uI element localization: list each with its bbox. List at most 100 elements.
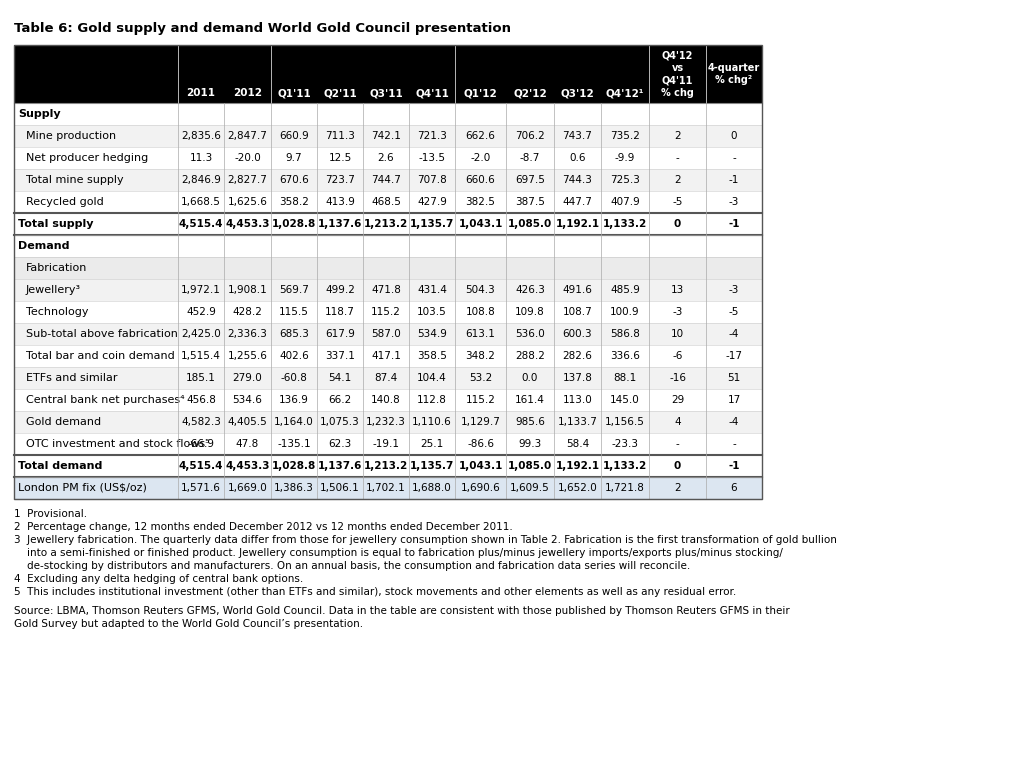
Text: 115.2: 115.2 (465, 395, 495, 405)
Text: 0: 0 (673, 461, 682, 471)
Text: 10: 10 (671, 329, 684, 339)
Text: 51: 51 (728, 373, 741, 383)
Text: Q4'12¹: Q4'12¹ (606, 88, 644, 98)
Text: 1,688.0: 1,688.0 (412, 483, 452, 493)
Text: 62.3: 62.3 (328, 439, 352, 449)
Text: 336.6: 336.6 (610, 351, 640, 361)
Text: 613.1: 613.1 (465, 329, 495, 339)
Text: 25.1: 25.1 (420, 439, 444, 449)
Bar (14, 191, 762, 213)
Text: -1: -1 (729, 175, 739, 185)
Text: OTC investment and stock flows⁵: OTC investment and stock flows⁵ (26, 439, 209, 449)
Text: 1,669.0: 1,669.0 (228, 483, 268, 493)
Text: 1,232.3: 1,232.3 (366, 417, 406, 427)
Text: 660.9: 660.9 (279, 131, 309, 141)
Text: 282.6: 282.6 (563, 351, 592, 361)
Bar (14, 125, 762, 147)
Text: Q3'11: Q3'11 (369, 88, 403, 98)
Text: 1,972.1: 1,972.1 (181, 285, 221, 295)
Text: 426.3: 426.3 (515, 285, 545, 295)
Text: Net producer hedging: Net producer hedging (26, 153, 149, 163)
Text: 744.7: 744.7 (371, 175, 401, 185)
Text: 1,156.5: 1,156.5 (605, 417, 645, 427)
Text: 1,721.8: 1,721.8 (605, 483, 645, 493)
Text: 136.9: 136.9 (279, 395, 309, 405)
Text: 1,075.3: 1,075.3 (320, 417, 360, 427)
Text: 9.7: 9.7 (286, 153, 302, 163)
Bar (14, 411, 762, 433)
Text: -1: -1 (728, 461, 740, 471)
Text: 0: 0 (673, 219, 682, 229)
Text: Central bank net purchases⁴: Central bank net purchases⁴ (26, 395, 184, 405)
Text: 1,213.2: 1,213.2 (364, 461, 408, 471)
Text: Total mine supply: Total mine supply (26, 175, 124, 185)
Text: 2,847.7: 2,847.7 (228, 131, 268, 141)
Text: 118.7: 118.7 (325, 307, 355, 317)
Text: 3  Jewellery fabrication. The quarterly data differ from those for jewellery con: 3 Jewellery fabrication. The quarterly d… (14, 535, 836, 545)
Text: -4: -4 (729, 329, 739, 339)
Bar (14, 103, 762, 125)
Text: 707.8: 707.8 (417, 175, 447, 185)
Text: 145.0: 145.0 (610, 395, 640, 405)
Text: 279.0: 279.0 (233, 373, 262, 383)
Text: 358.5: 358.5 (417, 351, 447, 361)
Text: 4  Excluding any delta hedging of central bank options.: 4 Excluding any delta hedging of central… (14, 574, 303, 584)
Text: Gold demand: Gold demand (26, 417, 101, 427)
Text: 1,110.6: 1,110.6 (412, 417, 452, 427)
Text: 4,582.3: 4,582.3 (181, 417, 221, 427)
Text: Source: LBMA, Thomson Reuters GFMS, World Gold Council. Data in the table are co: Source: LBMA, Thomson Reuters GFMS, Worl… (14, 606, 789, 616)
Text: 0.0: 0.0 (522, 373, 538, 383)
Text: Total supply: Total supply (18, 219, 93, 229)
Text: 108.7: 108.7 (563, 307, 592, 317)
Text: 2.6: 2.6 (377, 153, 395, 163)
Text: de-stocking by distributors and manufacturers. On an annual basis, the consumpti: de-stocking by distributors and manufact… (14, 561, 690, 571)
Text: 706.2: 706.2 (516, 131, 545, 141)
Text: 53.2: 53.2 (468, 373, 492, 383)
Text: 17: 17 (728, 395, 741, 405)
Text: 1,133.2: 1,133.2 (603, 461, 647, 471)
Text: -16: -16 (669, 373, 686, 383)
Text: 1,137.6: 1,137.6 (318, 461, 362, 471)
Text: Recycled gold: Recycled gold (26, 197, 104, 207)
Text: Jewellery³: Jewellery³ (26, 285, 81, 295)
Text: 431.4: 431.4 (417, 285, 447, 295)
Text: -: - (732, 153, 736, 163)
Text: -13.5: -13.5 (418, 153, 446, 163)
Text: -66.9: -66.9 (188, 439, 214, 449)
Text: 2  Percentage change, 12 months ended December 2012 vs 12 months ended December : 2 Percentage change, 12 months ended Dec… (14, 522, 512, 532)
Text: 112.8: 112.8 (417, 395, 447, 405)
Text: 1,135.7: 1,135.7 (410, 219, 454, 229)
Bar (14, 169, 762, 191)
Text: 382.5: 382.5 (465, 197, 495, 207)
Text: 485.9: 485.9 (610, 285, 640, 295)
Text: Q4'12
vs
Q4'11
% chg: Q4'12 vs Q4'11 % chg (661, 50, 694, 97)
Text: 428.2: 428.2 (233, 307, 262, 317)
Text: 4,515.4: 4,515.4 (178, 461, 223, 471)
Text: 109.8: 109.8 (516, 307, 545, 317)
Bar (14, 45, 762, 499)
Text: 1,133.2: 1,133.2 (603, 219, 647, 229)
Text: Q4'11: Q4'11 (415, 88, 449, 98)
Text: 468.5: 468.5 (371, 197, 401, 207)
Text: 985.6: 985.6 (515, 417, 545, 427)
Text: 407.9: 407.9 (610, 197, 640, 207)
Text: Total demand: Total demand (18, 461, 102, 471)
Text: -: - (675, 439, 680, 449)
Text: 534.6: 534.6 (233, 395, 262, 405)
Text: 12.5: 12.5 (328, 153, 352, 163)
Text: 1,129.7: 1,129.7 (460, 417, 500, 427)
Text: 456.8: 456.8 (187, 395, 216, 405)
Text: 735.2: 735.2 (610, 131, 640, 141)
Text: -135.1: -135.1 (277, 439, 311, 449)
Text: 417.1: 417.1 (371, 351, 401, 361)
Text: -4: -4 (729, 417, 739, 427)
Text: -3: -3 (729, 197, 739, 207)
Text: 742.1: 742.1 (371, 131, 401, 141)
Text: 1,192.1: 1,192.1 (556, 461, 600, 471)
Text: 1,164.0: 1,164.0 (274, 417, 314, 427)
Bar (14, 45, 762, 103)
Text: 358.2: 358.2 (279, 197, 309, 207)
Text: 697.5: 697.5 (515, 175, 545, 185)
Text: 1,028.8: 1,028.8 (272, 461, 316, 471)
Text: -19.1: -19.1 (372, 439, 400, 449)
